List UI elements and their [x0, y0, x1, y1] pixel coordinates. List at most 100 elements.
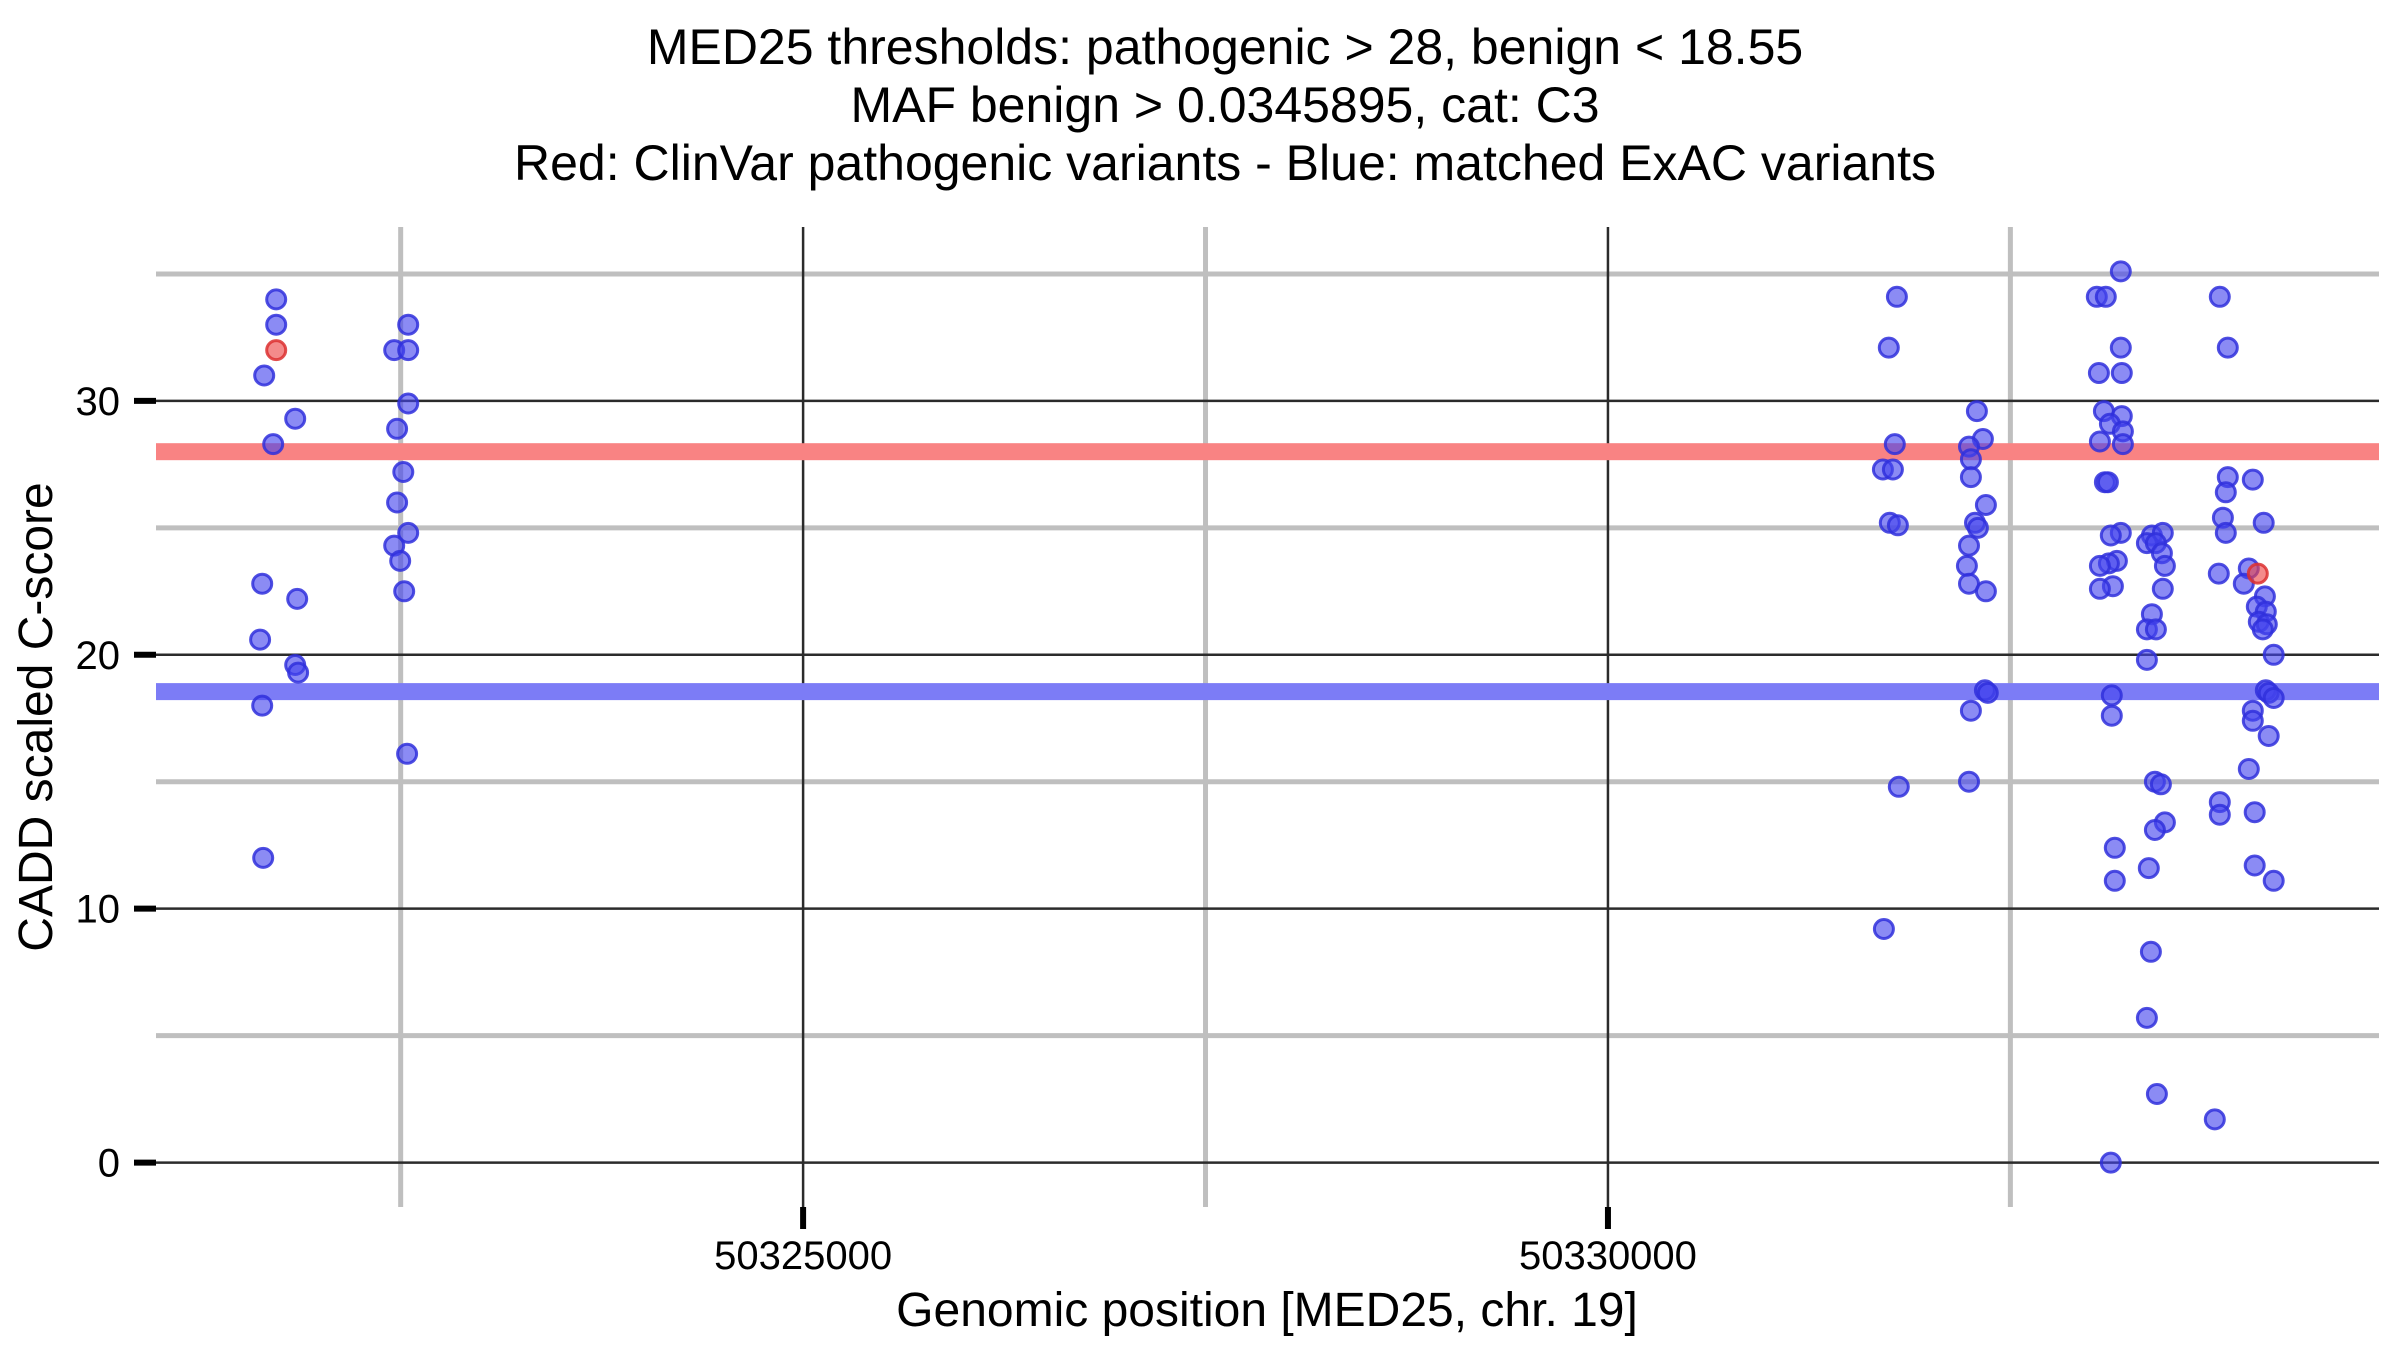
exac-point [397, 521, 420, 544]
exac-point [1965, 400, 1988, 423]
exac-point [251, 572, 274, 595]
axis-ticks [134, 397, 1611, 1229]
chart-title-line-3: Red: ClinVar pathogenic variants - Blue:… [514, 135, 1936, 191]
y-tick-label: 30 [76, 380, 121, 424]
exac-point [2252, 511, 2275, 534]
exac-point [397, 392, 420, 415]
exac-point [253, 364, 276, 387]
exac-point [252, 846, 275, 869]
exac-point [2143, 819, 2166, 841]
exac-point [2096, 471, 2119, 494]
exac-point [393, 580, 416, 603]
exac-point [284, 407, 307, 430]
y-axis-title: CADD scaled C-score [10, 482, 63, 951]
exac-point [389, 549, 412, 572]
exac-point [2207, 562, 2230, 585]
exac-point [2099, 1151, 2122, 1174]
exac-point [2103, 869, 2126, 892]
exac-point [1877, 336, 1900, 359]
benign-threshold-line [156, 683, 2379, 701]
data-points [249, 260, 2285, 1174]
y-tick-label: 0 [98, 1142, 120, 1186]
exac-point [1966, 516, 1989, 539]
exac-point [2103, 836, 2126, 859]
axis-tick-labels: 0 10 20 30 50325000 50330000 [76, 380, 1697, 1278]
exac-point [1959, 699, 1982, 722]
exac-point [1976, 681, 1999, 704]
x-tick-label: 50330000 [1519, 1234, 1697, 1278]
exac-point [2087, 362, 2110, 384]
exac-point [2139, 940, 2162, 963]
exac-point [2100, 684, 2123, 707]
exac-point [396, 742, 419, 765]
exac-point [397, 313, 420, 336]
exac-point [2110, 362, 2133, 384]
threshold-lines [156, 443, 2379, 701]
exac-point [2094, 285, 2117, 308]
exac-point [2145, 1083, 2168, 1105]
exac-point [397, 339, 420, 362]
exac-point [265, 288, 288, 311]
exac-point [265, 313, 288, 336]
exac-point [2153, 554, 2176, 577]
exac-point [286, 587, 309, 610]
exac-point [1974, 580, 1997, 603]
exac-point [1955, 554, 1978, 577]
y-tick-label: 20 [76, 634, 121, 678]
exac-point [1958, 770, 1980, 793]
exac-point [262, 433, 285, 456]
exac-point [2109, 336, 2132, 359]
exac-point [251, 694, 274, 717]
exac-point [2137, 857, 2160, 880]
exac-point [1958, 534, 1980, 557]
exac-point [1881, 458, 1904, 481]
exac-point [2257, 725, 2280, 747]
exac-point [2243, 801, 2266, 824]
exac-point [1885, 285, 1908, 308]
exac-point [2100, 704, 2123, 727]
x-tick-label: 50325000 [714, 1234, 892, 1278]
chart-title-line-2: MAF benign > 0.0345895, cat: C3 [850, 77, 1599, 133]
exac-point [386, 491, 409, 514]
exac-point [2203, 1108, 2226, 1131]
exac-point [2111, 433, 2134, 456]
exac-point [287, 661, 310, 684]
exac-point [1886, 514, 1909, 537]
pathogenic-threshold-line [156, 443, 2379, 461]
exac-point [2237, 758, 2260, 780]
exac-point [2216, 336, 2239, 359]
clinvar-point [2246, 562, 2269, 585]
exac-point [1883, 433, 1906, 456]
exac-point [386, 417, 409, 440]
exac-point [2241, 709, 2264, 732]
exac-point [2262, 687, 2285, 709]
minor-gridlines [156, 227, 2379, 1207]
exac-point [2109, 260, 2132, 283]
exac-point [2149, 773, 2172, 796]
exac-point [2241, 468, 2264, 491]
exac-point [2151, 577, 2174, 600]
exac-point [2262, 869, 2285, 892]
exac-point [2088, 430, 2111, 453]
exac-point [2214, 481, 2237, 504]
chart-title-line-1: MED25 thresholds: pathogenic > 28, benig… [647, 19, 1803, 75]
exac-point [1959, 466, 1982, 489]
exac-point [1887, 775, 1910, 798]
y-tick-label: 10 [76, 888, 121, 932]
clinvar-point [265, 339, 288, 362]
exac-point [2243, 854, 2266, 877]
exac-point [249, 628, 272, 651]
exac-point [2135, 648, 2158, 671]
exac-point [2214, 521, 2237, 544]
x-axis-title: Genomic position [MED25, chr. 19] [896, 1284, 1638, 1337]
exac-point [1974, 494, 1997, 516]
exac-point [2144, 618, 2167, 641]
exac-point [2262, 643, 2285, 666]
exac-point [2135, 1006, 2158, 1029]
exac-point [392, 461, 415, 483]
exac-point [2208, 285, 2231, 308]
exac-point [2099, 524, 2122, 547]
exac-point [2208, 803, 2231, 826]
